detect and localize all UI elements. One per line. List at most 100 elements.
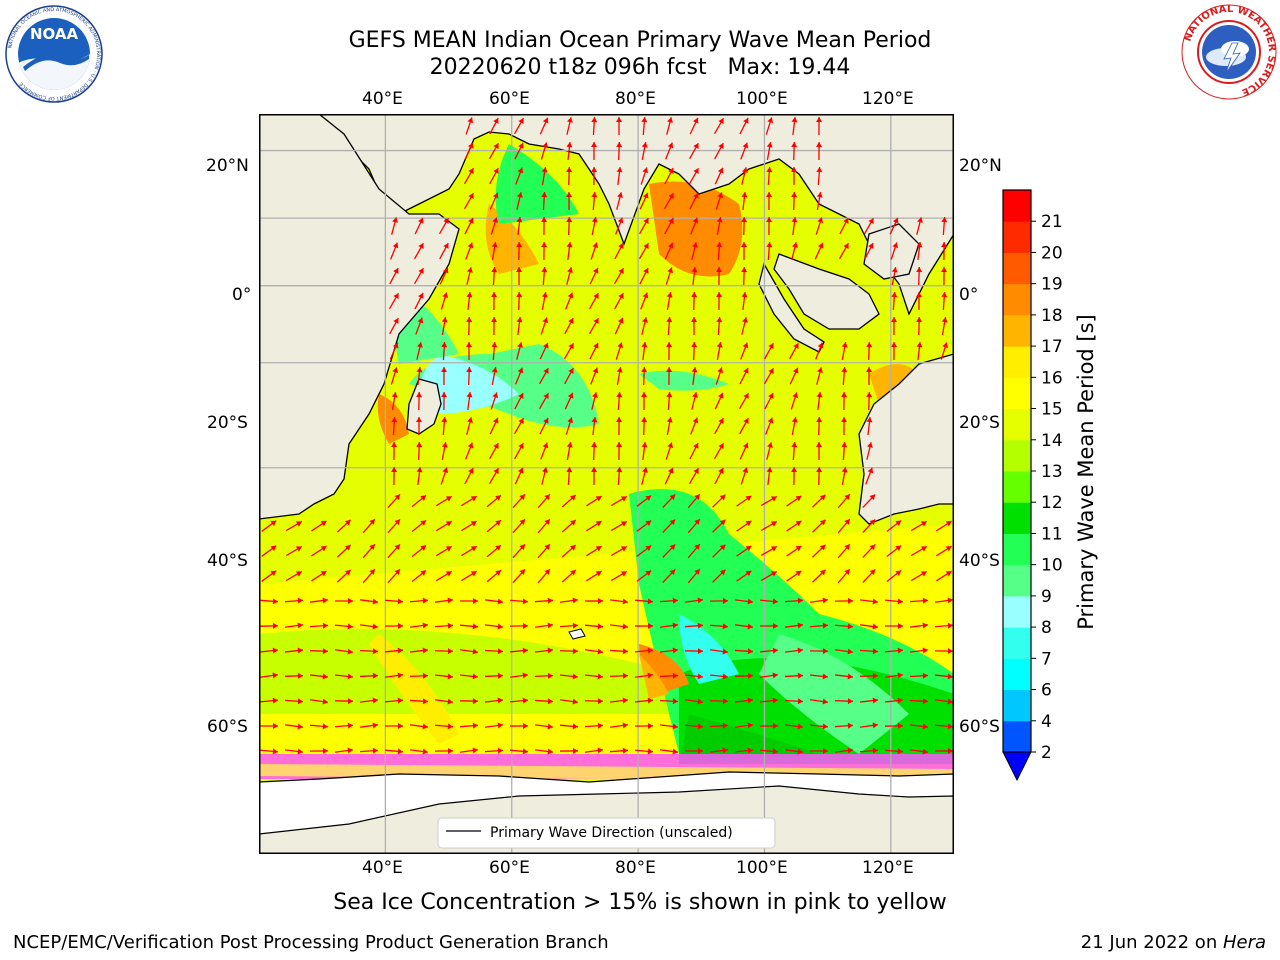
colorbar-segment xyxy=(1003,377,1031,410)
wave-direction-arrow xyxy=(689,192,699,210)
wave-direction-arrow xyxy=(916,291,923,311)
wave-direction-arrow xyxy=(759,722,779,729)
colorbar-segment xyxy=(1003,283,1031,316)
wave-direction-arrow xyxy=(684,673,704,680)
land-africa xyxy=(259,114,460,520)
wave-direction-arrow xyxy=(416,342,423,360)
wave-direction-arrow xyxy=(309,747,329,754)
wave-direction-arrow xyxy=(910,545,928,557)
lon-label-bottom-40e: 40°E xyxy=(362,858,403,878)
nws-logo: NATIONAL WEATHER SERVICE xyxy=(1180,3,1278,101)
wave-direction-arrow xyxy=(334,722,354,729)
wave-direction-arrow xyxy=(465,242,474,260)
wave-direction-arrow xyxy=(516,192,523,210)
wave-direction-arrow xyxy=(441,442,448,460)
wave-direction-arrow xyxy=(565,417,574,435)
wave-direction-arrow xyxy=(936,520,952,532)
wave-direction-arrow xyxy=(616,141,623,161)
wave-direction-arrow xyxy=(489,192,499,210)
colorbar-tick-label: 11 xyxy=(1041,524,1063,544)
wave-direction-arrow xyxy=(486,544,502,558)
wave-direction-arrow xyxy=(387,568,401,584)
wave-direction-arrow xyxy=(459,623,479,630)
wave-direction-arrow xyxy=(816,416,823,436)
land-kerguelen xyxy=(568,628,586,640)
wave-direction-arrow xyxy=(866,366,873,386)
wave-direction-arrow xyxy=(636,570,652,582)
wave-direction-arrow xyxy=(687,568,701,584)
wave-direction-arrow xyxy=(741,291,748,311)
wave-direction-arrow xyxy=(616,367,623,385)
wave-direction-arrow xyxy=(784,647,804,654)
wave-direction-arrow xyxy=(589,267,599,285)
wave-direction-arrow xyxy=(609,623,629,630)
wave-direction-arrow xyxy=(259,622,279,629)
wave-direction-arrow xyxy=(691,266,698,286)
wave-direction-arrow xyxy=(334,623,354,630)
wave-direction-arrow xyxy=(390,367,399,385)
wave-direction-arrow xyxy=(309,648,329,655)
wave-direction-arrow xyxy=(759,748,779,755)
wave-direction-arrow xyxy=(709,648,729,655)
wave-direction-arrow xyxy=(784,723,804,730)
lat-label-left-0: 0° xyxy=(232,285,252,305)
colorbar-tick-label: 19 xyxy=(1041,275,1063,295)
wave-direction-arrow xyxy=(389,317,399,335)
wave-direction-arrow xyxy=(540,317,549,335)
colorbar-segment xyxy=(1003,564,1031,597)
wave-direction-arrow xyxy=(387,518,401,534)
wave-direction-arrow xyxy=(790,392,799,410)
wave-direction-arrow xyxy=(561,519,577,533)
wave-direction-arrow xyxy=(309,597,329,604)
wave-direction-arrow xyxy=(537,518,551,534)
wave-direction-arrow xyxy=(334,747,354,754)
wave-direction-arrow xyxy=(616,192,623,210)
wave-direction-arrow xyxy=(539,117,549,135)
wave-direction-arrow xyxy=(709,623,729,630)
wave-direction-arrow xyxy=(509,722,529,729)
wave-direction-arrow xyxy=(409,698,429,705)
wave-direction-arrow xyxy=(664,167,674,185)
wave-direction-arrow xyxy=(689,442,699,460)
wave-direction-arrow xyxy=(466,267,473,285)
wave-direction-arrow xyxy=(566,442,573,460)
wave-direction-arrow xyxy=(440,292,449,310)
wave-direction-arrow xyxy=(566,216,573,236)
wave-direction-arrow xyxy=(488,467,500,485)
wave-direction-arrow xyxy=(561,544,577,558)
wave-direction-arrow xyxy=(916,266,923,286)
wave-direction-arrow xyxy=(866,442,873,460)
footer-date: 21 Jun 2022 on Hera xyxy=(1081,932,1266,953)
lat-label-left-20n: 20°N xyxy=(206,156,249,176)
wave-direction-arrow xyxy=(589,292,599,310)
wave-direction-arrow xyxy=(909,672,929,679)
wave-direction-arrow xyxy=(540,142,549,160)
colorbar-segment xyxy=(1003,720,1031,753)
wave-direction-arrow xyxy=(391,392,398,410)
wave-direction-arrow xyxy=(909,647,929,654)
wave-direction-arrow xyxy=(309,673,329,680)
wave-direction-arrow xyxy=(459,648,479,655)
wave-direction-arrow xyxy=(490,217,499,235)
wave-direction-arrow xyxy=(609,648,629,655)
wave-direction-arrow xyxy=(591,166,598,186)
wave-direction-arrow xyxy=(941,266,948,286)
lon-label-bottom-80e: 80°E xyxy=(615,858,656,878)
wave-direction-arrow xyxy=(791,166,798,186)
wave-direction-arrow xyxy=(884,697,904,704)
wave-direction-arrow xyxy=(259,672,279,679)
wave-direction-arrow xyxy=(712,519,726,533)
wave-direction-arrow xyxy=(934,748,954,755)
wave-direction-arrow xyxy=(639,192,649,210)
wave-direction-arrow xyxy=(641,116,648,136)
wave-direction-arrow xyxy=(691,341,698,361)
footer-date-text: 21 Jun 2022 on xyxy=(1080,932,1223,953)
wave-direction-arrow xyxy=(740,142,749,160)
wave-direction-arrow xyxy=(609,722,629,729)
wave-direction-arrow xyxy=(766,142,773,160)
wave-direction-arrow xyxy=(714,142,724,160)
wave-direction-arrow xyxy=(841,391,848,411)
legend-label: Primary Wave Direction (unscaled) xyxy=(490,825,733,841)
wave-direction-arrow xyxy=(411,519,427,533)
wave-direction-arrow xyxy=(664,217,674,235)
